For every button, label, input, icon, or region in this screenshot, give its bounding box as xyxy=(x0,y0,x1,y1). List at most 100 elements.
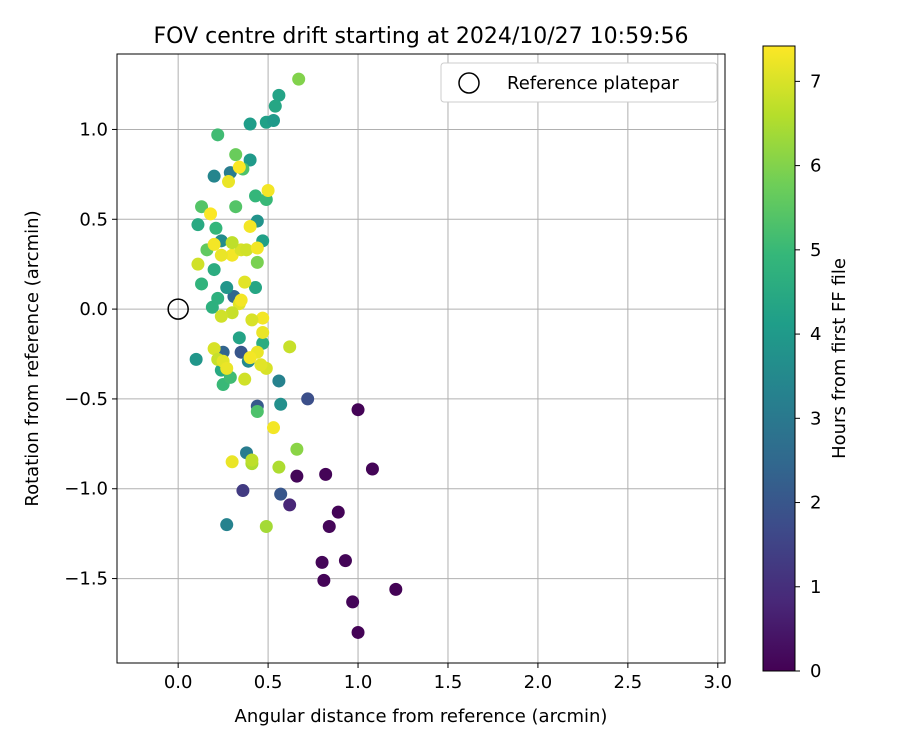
data-point xyxy=(243,351,257,365)
reference-marker xyxy=(167,298,189,320)
colorbar-tick-label: 4 xyxy=(810,324,821,345)
colorbar-tick-label: 3 xyxy=(810,408,821,429)
colorbar: 0 1 2 3 4 5 6 7 Hours from first FF file xyxy=(762,45,850,682)
data-point xyxy=(225,306,239,320)
data-point xyxy=(222,175,236,189)
data-point xyxy=(268,99,282,113)
data-point xyxy=(234,293,248,307)
data-point xyxy=(338,554,352,568)
data-point xyxy=(232,331,246,345)
data-point xyxy=(290,442,304,456)
x-tick-label: 2.5 xyxy=(614,672,643,693)
x-axis-label: Angular distance from reference (arcmin) xyxy=(235,706,608,727)
data-point xyxy=(292,72,306,86)
data-point xyxy=(207,263,221,277)
data-point xyxy=(249,281,263,295)
data-point xyxy=(250,241,264,255)
data-point xyxy=(214,309,228,323)
data-point xyxy=(220,361,234,375)
data-point xyxy=(238,372,252,386)
data-point xyxy=(236,484,250,498)
data-point xyxy=(301,392,315,406)
colorbar-tick-label: 6 xyxy=(810,156,821,177)
data-point xyxy=(290,469,304,483)
data-point xyxy=(346,595,360,609)
data-point xyxy=(256,311,270,325)
legend-marker xyxy=(458,72,480,94)
data-point xyxy=(189,352,203,366)
colorbar-tick-label: 0 xyxy=(810,661,821,682)
chart-title: FOV centre drift starting at 2024/10/27 … xyxy=(154,24,689,49)
data-point xyxy=(204,207,218,221)
data-point xyxy=(274,397,288,411)
data-points xyxy=(189,72,403,639)
data-point xyxy=(250,255,264,269)
plot-background xyxy=(117,54,725,663)
colorbar-tick-label: 1 xyxy=(810,577,821,598)
x-axis-ticks: 0.0 0.5 1.0 1.5 2.0 2.5 3.0 xyxy=(164,663,732,693)
legend-box xyxy=(440,62,718,103)
data-point xyxy=(245,313,259,327)
data-point xyxy=(259,519,273,533)
x-tick-label: 0.0 xyxy=(164,672,193,693)
data-point xyxy=(274,487,288,501)
data-point xyxy=(272,374,286,388)
data-point xyxy=(225,236,239,250)
colorbar-tick-label: 5 xyxy=(810,240,821,261)
colorbar-label: Hours from first FF file xyxy=(829,258,850,459)
data-point xyxy=(351,625,365,639)
data-point xyxy=(243,219,257,233)
data-point xyxy=(250,404,264,418)
data-point xyxy=(254,358,268,372)
y-tick-label: −1.5 xyxy=(64,569,108,590)
data-point xyxy=(266,113,280,127)
data-point xyxy=(365,462,379,476)
data-point xyxy=(272,88,286,102)
data-point xyxy=(243,117,257,131)
y-axis-ticks: −1.5 −1.0 −0.5 0.0 0.5 1.0 xyxy=(64,119,117,590)
data-point xyxy=(266,421,280,435)
data-point xyxy=(211,291,225,305)
data-point xyxy=(207,342,221,356)
data-point xyxy=(214,248,228,262)
y-axis-label: Rotation from reference (arcmin) xyxy=(22,210,43,506)
data-point xyxy=(225,455,239,469)
data-point xyxy=(322,519,336,533)
data-point xyxy=(315,555,329,569)
colorbar-tick-label: 2 xyxy=(810,493,821,514)
x-tick-label: 0.5 xyxy=(254,672,283,693)
data-point xyxy=(256,325,270,339)
x-tick-label: 1.5 xyxy=(434,672,463,693)
legend: Reference platepar xyxy=(440,62,718,103)
data-point xyxy=(317,573,331,587)
colorbar-ticks: 0 1 2 3 4 5 6 7 xyxy=(795,71,821,682)
data-point xyxy=(283,340,297,354)
data-point xyxy=(351,403,365,417)
data-point xyxy=(389,582,403,596)
data-point xyxy=(191,218,205,232)
plot-area: 0.0 0.5 1.0 1.5 2.0 2.5 3.0 −1.5 −1.0 −0.5 0.0 0.5… xyxy=(64,53,732,693)
data-point xyxy=(229,200,243,214)
data-point xyxy=(238,275,252,289)
data-point xyxy=(331,505,345,519)
data-point xyxy=(191,257,205,271)
data-point xyxy=(245,453,259,467)
y-tick-label: 0.5 xyxy=(79,209,108,230)
data-point xyxy=(207,237,221,251)
data-point xyxy=(261,184,275,198)
data-point xyxy=(195,277,209,291)
colorbar-gradient xyxy=(762,45,796,672)
data-point xyxy=(232,160,246,174)
data-point xyxy=(209,221,223,235)
data-point xyxy=(195,200,209,214)
data-point xyxy=(240,243,254,257)
data-point xyxy=(249,189,263,203)
data-point xyxy=(229,148,243,162)
data-point xyxy=(319,467,333,481)
x-tick-label: 2.0 xyxy=(524,672,553,693)
plot-frame xyxy=(116,53,726,664)
data-point xyxy=(283,498,297,512)
data-point xyxy=(243,153,257,167)
y-tick-label: −0.5 xyxy=(64,389,108,410)
